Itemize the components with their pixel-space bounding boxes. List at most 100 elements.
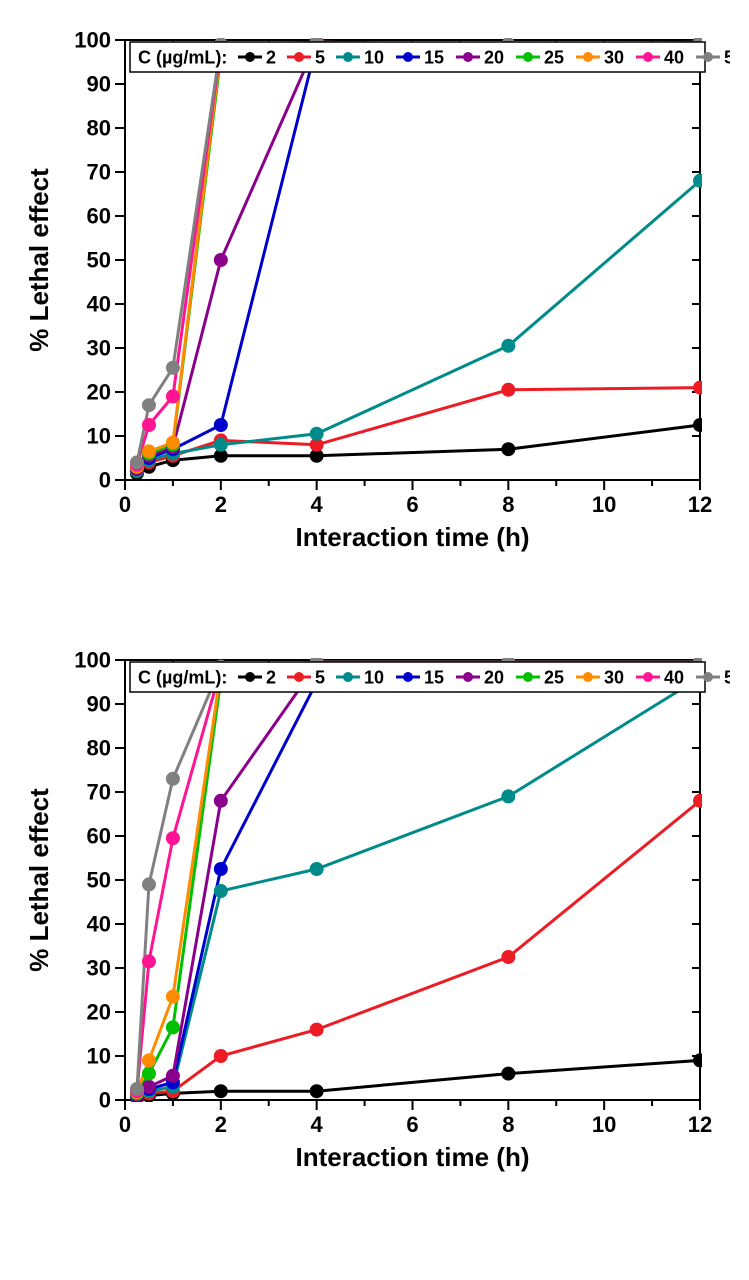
x-tick-label: 12 [688,492,712,517]
series-marker-30 [142,445,155,458]
series-marker-2 [310,1085,323,1098]
x-tick-label: 6 [406,492,418,517]
y-tick-label: 80 [87,736,111,761]
legend-label-50: 50 [724,47,730,67]
legend-marker-30 [583,52,593,62]
series-marker-5 [502,383,515,396]
x-tick-label: 6 [406,1112,418,1137]
y-tick-label: 100 [74,28,111,53]
series-marker-2 [214,1085,227,1098]
legend-title: C (µg/mL): [138,47,227,67]
y-tick-label: 90 [87,692,111,717]
series-marker-50 [166,772,179,785]
series-marker-25 [166,1021,179,1034]
legend-label-20: 20 [484,667,504,687]
legend-marker-2 [245,672,255,682]
legend-label-50: 50 [724,667,730,687]
series-marker-20 [214,794,227,807]
x-tick-label: 12 [688,1112,712,1137]
series-marker-10 [310,863,323,876]
series-marker-20 [142,1080,155,1093]
y-tick-label: 100 [74,648,111,673]
legend-marker-5 [294,52,304,62]
x-tick-label: 2 [215,492,227,517]
series-marker-5 [214,1050,227,1063]
chart-1: 0246810120102030405060708090100Interacti… [20,20,729,560]
legend-label-15: 15 [424,47,444,67]
series-marker-20 [166,1069,179,1082]
legend-marker-5 [294,672,304,682]
series-marker-40 [142,955,155,968]
y-tick-label: 0 [99,468,111,493]
series-marker-50 [130,1083,143,1096]
y-tick-label: 40 [87,292,111,317]
series-marker-2 [502,443,515,456]
legend-label-30: 30 [604,667,624,687]
series-marker-20 [214,254,227,267]
series-marker-15 [214,863,227,876]
series-marker-40 [166,832,179,845]
y-tick-label: 90 [87,72,111,97]
legend-marker-25 [523,672,533,682]
series-marker-50 [166,361,179,374]
legend-label-30: 30 [604,47,624,67]
legend-label-5: 5 [315,47,325,67]
y-axis-title: % Lethal effect [24,168,54,352]
legend-label-25: 25 [544,667,564,687]
series-marker-5 [310,1023,323,1036]
x-tick-label: 10 [592,1112,616,1137]
series-marker-10 [310,427,323,440]
y-tick-label: 30 [87,336,111,361]
x-axis-title: Interaction time (h) [295,522,529,552]
y-tick-label: 0 [99,1088,111,1113]
y-tick-label: 20 [87,1000,111,1025]
legend-marker-10 [343,672,353,682]
x-tick-label: 8 [502,1112,514,1137]
series-marker-10 [214,885,227,898]
x-tick-label: 4 [311,492,324,517]
legend-marker-40 [643,52,653,62]
y-tick-label: 80 [87,116,111,141]
series-marker-10 [502,790,515,803]
x-axis-title: Interaction time (h) [295,1142,529,1172]
y-tick-label: 10 [87,424,111,449]
y-tick-label: 10 [87,1044,111,1069]
legend-marker-15 [403,672,413,682]
legend-marker-50 [703,52,713,62]
series-marker-15 [214,419,227,432]
y-tick-label: 30 [87,956,111,981]
chart-2: 0246810120102030405060708090100Interacti… [20,640,729,1180]
legend-marker-40 [643,672,653,682]
y-tick-label: 50 [87,868,111,893]
series-marker-50 [130,456,143,469]
y-tick-label: 50 [87,248,111,273]
x-tick-label: 10 [592,492,616,517]
series-marker-50 [142,878,155,891]
y-tick-label: 20 [87,380,111,405]
legend-label-2: 2 [266,47,276,67]
legend-label-25: 25 [544,47,564,67]
legend-label-15: 15 [424,667,444,687]
y-tick-label: 60 [87,824,111,849]
x-tick-label: 2 [215,1112,227,1137]
series-marker-40 [166,390,179,403]
series-marker-5 [502,951,515,964]
legend-marker-2 [245,52,255,62]
x-tick-label: 8 [502,492,514,517]
legend-marker-25 [523,52,533,62]
legend-label-5: 5 [315,667,325,687]
x-tick-label: 4 [311,1112,324,1137]
legend-label-10: 10 [364,47,384,67]
y-tick-label: 40 [87,912,111,937]
legend-label-40: 40 [664,667,684,687]
legend-marker-10 [343,52,353,62]
y-tick-label: 60 [87,204,111,229]
x-tick-label: 0 [119,492,131,517]
legend-marker-20 [463,52,473,62]
series-marker-2 [502,1067,515,1080]
legend-title: C (µg/mL): [138,667,227,687]
legend-marker-50 [703,672,713,682]
series-marker-30 [142,1054,155,1067]
legend-label-40: 40 [664,47,684,67]
y-axis-title: % Lethal effect [24,788,54,972]
